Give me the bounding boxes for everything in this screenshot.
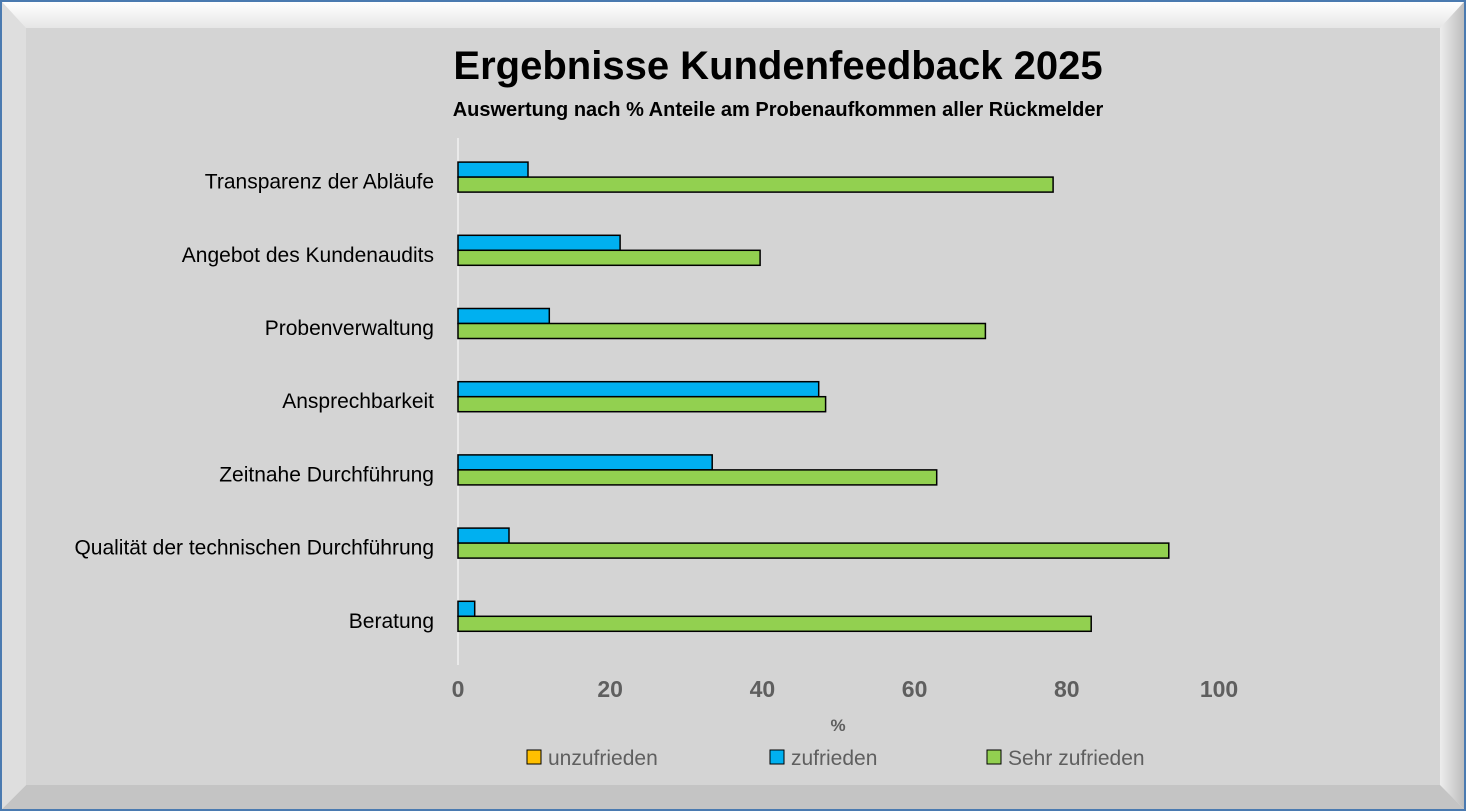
x-tick-label-80: 80 [1054,676,1080,702]
bar-sehr-zufrieden-7 [457,615,1092,633]
category-labels: Transparenz der Abläufe Angebot des Kunde… [74,171,434,633]
frame-bevel-left [2,2,26,809]
legend-label-zufrieden: zufrieden [791,747,877,770]
bar-sehr-zufrieden-1 [457,176,1054,193]
bar-zufrieden-3 [457,307,551,325]
bar-sehr-zufrieden-3 [457,322,987,340]
category-label-4: Ansprechbarkeit [282,390,434,413]
bar-group [457,161,1170,633]
category-label-5: Zeitnahe Durchführung [219,463,434,486]
chart-title: Ergebnisse Kundenfeedback 2025 [453,44,1102,88]
legend-swatch-unzufrieden [526,749,542,765]
frame-bevel-top [2,2,1464,28]
legend: unzufrieden zufrieden Sehr zufrieden [526,747,1145,770]
x-tick-label-40: 40 [750,676,776,702]
category-label-1: Transparenz der Abläufe [205,171,434,194]
category-label-3: Probenverwaltung [265,317,434,340]
chart-subtitle: Auswertung nach % Anteile am Probenaufko… [453,99,1104,121]
x-tick-label-60: 60 [902,676,928,702]
bar-zufrieden-7 [457,600,476,618]
bar-sehr-zufrieden-2 [457,249,761,267]
legend-swatch-sehr-zufrieden [986,749,1002,765]
bar-sehr-zufrieden-4 [457,395,827,413]
bar-sehr-zufrieden-6 [457,542,1170,559]
bar-zufrieden-6 [457,527,510,544]
legend-label-unzufrieden: unzufrieden [548,747,658,770]
category-label-6: Qualität der technischen Durchführung [74,537,434,560]
x-tick-label-100: 100 [1200,676,1238,702]
frame-bevel-bottom [2,785,1464,809]
category-label-7: Beratung [349,610,434,633]
legend-label-sehr-zufrieden: Sehr zufrieden [1008,747,1145,770]
bar-zufrieden-1 [457,161,529,178]
legend-swatch-zufrieden [769,749,785,765]
bar-sehr-zufrieden-5 [457,469,938,486]
x-tick-label-0: 0 [452,676,465,702]
x-tick-labels: 0 20 40 60 80 100 [452,676,1239,702]
category-label-2: Angebot des Kundenaudits [182,244,434,267]
x-tick-label-20: 20 [597,676,623,702]
bar-zufrieden-5 [457,454,713,471]
bar-zufrieden-2 [457,234,621,252]
frame-bevel-right [1440,2,1464,809]
bar-zufrieden-4 [457,380,820,398]
x-axis-label: % [830,716,845,735]
